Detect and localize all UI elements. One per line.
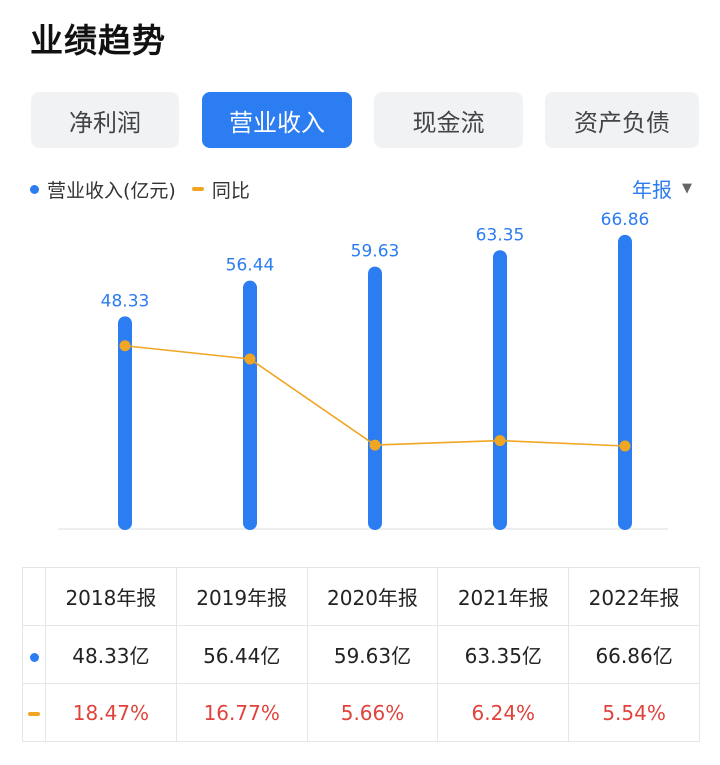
revenue-bar [243,280,257,530]
bar-value-label: 56.44 [226,256,275,276]
table-header-cell: 2022年报 [568,567,700,626]
tab-balance-sheet[interactable]: 资产负债 [545,92,699,148]
caret-down-icon: ▼ [682,181,692,196]
bar-value-label: 59.63 [351,242,400,262]
legend-line-marker [191,187,204,191]
revenue-bar [618,234,632,531]
table-cell: 66.86亿 [568,625,700,684]
bar-value-label: 48.33 [101,291,150,311]
revenue-bar [368,266,382,530]
revenue-bar [493,250,507,530]
table-row-revenue: 48.33亿 56.44亿 59.63亿 63.35亿 66.86亿 [22,625,700,684]
table-row-yoy: 18.47% 16.77% 5.66% 6.24% 5.54% [22,683,700,742]
legend-bar-label: 营业收入(亿元) [47,179,176,202]
bar-value-label: 66.86 [601,210,650,230]
revenue-dot-icon [29,652,39,662]
table-header-cell: 2020年报 [306,567,439,626]
tab-revenue[interactable]: 营业收入 [202,92,352,148]
table-header-cell: 2018年报 [45,567,177,626]
metric-tabs: 净利润 营业收入 现金流 资产负债 [31,92,699,148]
table-cell: 16.77% [175,683,308,742]
yoy-dash-icon [28,712,40,716]
table-header-cell: 2019年报 [175,567,308,626]
tab-cash-flow[interactable]: 现金流 [374,92,523,148]
yoy-point [119,340,131,352]
yoy-point [244,353,256,365]
table-cell: 56.44亿 [175,625,308,684]
table-cell: 5.66% [306,683,439,742]
table-cell: 18.47% [45,683,177,742]
yoy-point [369,439,381,451]
revenue-bar [118,316,132,530]
yoy-row-marker [22,683,46,742]
table-cell: 5.54% [568,683,700,742]
tab-net-profit[interactable]: 净利润 [31,92,179,148]
table-cell: 6.24% [437,683,570,742]
table-header-cell: 2021年报 [437,567,570,626]
chart-legend: 营业收入(亿元) 同比 [30,176,250,202]
table-cell: 59.63亿 [306,625,439,684]
revenue-chart: 48.33 56.44 59.63 63.35 66.86 [58,210,668,531]
table-header-row: 2018年报 2019年报 2020年报 2021年报 2022年报 [22,567,700,626]
period-selector[interactable]: 年报 ▼ [632,174,692,203]
table-cell: 63.35亿 [437,625,570,684]
page-title: 业绩趋势 [30,21,166,60]
legend-line-label: 同比 [211,179,250,202]
data-table: 2018年报 2019年报 2020年报 2021年报 2022年报 48.33… [22,567,700,742]
bar-value-label: 63.35 [476,225,525,245]
period-label: 年报 [632,178,672,202]
legend-bar-marker [30,184,39,194]
table-corner-cell [22,567,46,626]
table-cell: 48.33亿 [45,625,177,684]
revenue-row-marker [22,625,46,684]
yoy-point [494,435,506,447]
yoy-point [619,440,631,452]
